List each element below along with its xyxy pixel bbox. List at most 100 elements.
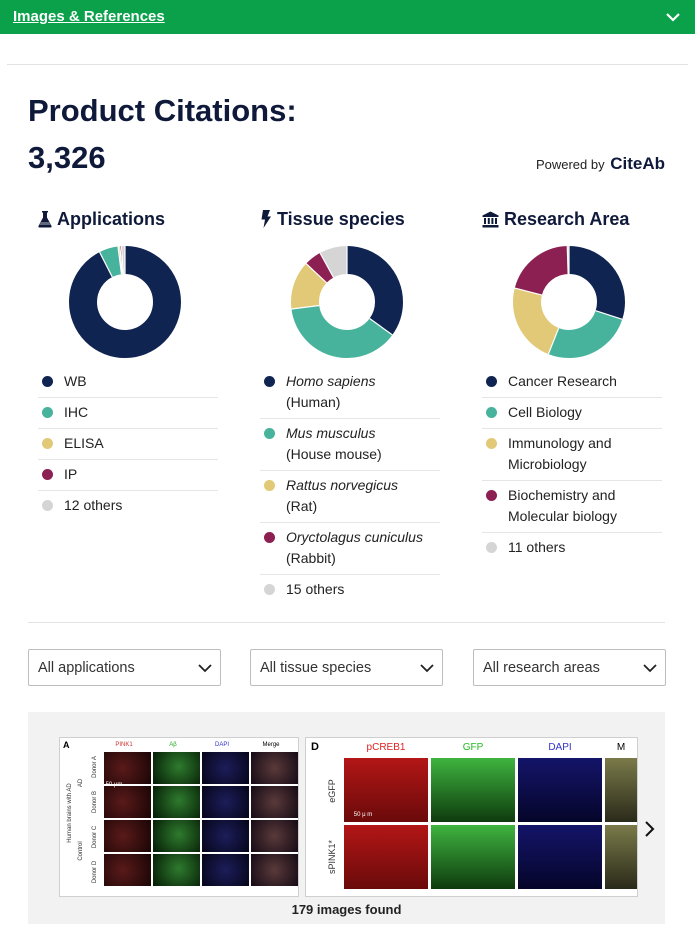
scale-bar-label: 50 μ m — [353, 812, 373, 818]
applications-filter-select[interactable]: All applications — [28, 649, 221, 686]
legend-item-biochemistry[interactable]: Biochemistry and Molecular biology — [482, 481, 662, 533]
micrograph-cell — [202, 854, 249, 886]
research-area-heading-text: Research Area — [504, 208, 630, 229]
legend-common-name: (Rabbit) — [286, 550, 336, 566]
legend-common-name: (Rat) — [286, 498, 318, 514]
panel-letter: D — [311, 741, 319, 753]
panel-row-label: Donor A — [92, 756, 98, 778]
legend-label: 12 others — [64, 497, 123, 513]
legend-line: Microbiology — [508, 456, 587, 472]
legend-label: Homo sapiens (Human) — [286, 371, 376, 413]
legend-common-name: (Human) — [286, 394, 341, 410]
tissue-species-filter-select[interactable]: All tissue species — [250, 649, 443, 686]
legend-dot — [42, 376, 53, 387]
image-gallery: A PINK1 Aβ DAPI Merge Human brains with … — [28, 712, 665, 924]
legend-item-ihc[interactable]: IHC — [38, 398, 218, 429]
legend-item-others[interactable]: 12 others — [38, 491, 218, 521]
legend-latin-name: Homo sapiens — [286, 373, 376, 389]
legend-item-rabbit[interactable]: Oryctolagus cuniculus (Rabbit) — [260, 523, 440, 575]
images-references-link[interactable]: Images & References — [13, 8, 165, 25]
micrograph-cell — [104, 820, 151, 852]
legend-item-wb[interactable]: WB — [38, 367, 218, 398]
citation-count: 3,326 — [28, 140, 106, 175]
legend-item-rat[interactable]: Rattus norvegicus (Rat) — [260, 471, 440, 523]
legend-label: Cell Biology — [508, 404, 582, 420]
panel-row-label: Donor C — [92, 825, 98, 849]
chevron-down-icon — [643, 664, 657, 673]
micrograph-cell — [153, 854, 200, 886]
powered-by: Powered by CiteAb — [536, 154, 665, 174]
legend-label: Cancer Research — [508, 373, 617, 389]
legend-latin-name: Rattus norvegicus — [286, 477, 399, 493]
micrograph-cell — [344, 758, 428, 822]
legend-item-cell-biology[interactable]: Cell Biology — [482, 398, 662, 429]
chevron-down-icon — [198, 664, 212, 673]
tissue-species-separator — [319, 252, 335, 278]
applications-donut-chart — [69, 246, 181, 358]
research-area-slice-2 — [513, 246, 625, 358]
legend-item-mouse[interactable]: Mus musculus (House mouse) — [260, 419, 440, 471]
panel-letter: A — [63, 740, 70, 750]
legend-dot — [486, 438, 497, 449]
research-area-separator — [514, 287, 543, 296]
gallery-image-d[interactable]: D pCREB1 GFP DAPI M eGFP sPINK1* 50 μ m — [305, 737, 638, 897]
applications-heading-text: Applications — [57, 208, 166, 229]
legend-line: Biochemistry and — [508, 487, 616, 503]
panel-row-label: eGFP — [327, 779, 337, 803]
images-found-count: 179 images found — [291, 902, 402, 917]
micrograph-cell — [104, 752, 151, 784]
tissue-species-section: Tissue species Homo sapiens (Human) Mus m… — [260, 206, 440, 597]
panel-column-label: Aβ — [169, 742, 177, 748]
panel-column-label: M — [616, 742, 626, 753]
research-area-separator — [595, 310, 623, 320]
legend-line: Immunology and — [508, 435, 612, 451]
legend-item-human[interactable]: Homo sapiens (Human) — [260, 367, 440, 419]
legend-item-immunology[interactable]: Immunology and Microbiology — [482, 429, 662, 481]
legend-dot — [42, 500, 53, 511]
chevron-right-icon[interactable] — [643, 820, 655, 838]
legend-item-others[interactable]: 11 others — [482, 533, 662, 563]
panel-side-label: Human brains with AD — [67, 783, 73, 843]
page-title: Product Citations: — [28, 93, 297, 128]
research-area-section: Research Area Cancer Research Cell Biolo… — [482, 206, 662, 555]
applications-separator — [119, 246, 123, 275]
panel-row-label: Donor B — [92, 791, 98, 814]
panel-column-label: GFP — [462, 742, 484, 753]
applications-separator — [117, 246, 123, 275]
select-value: All applications — [38, 660, 135, 676]
institution-icon — [482, 211, 499, 227]
micrograph-cell — [104, 854, 151, 886]
panel-column-label: DAPI — [214, 742, 229, 748]
gallery-image-a[interactable]: A PINK1 Aβ DAPI Merge Human brains with … — [59, 737, 299, 897]
select-value: All tissue species — [260, 660, 372, 676]
tissue-species-separator — [291, 304, 320, 310]
legend-label: Mus musculus (House mouse) — [286, 423, 382, 465]
legend-label: IP — [64, 466, 78, 482]
legend-dot — [486, 490, 497, 501]
panel-group-label: Control — [78, 841, 84, 861]
legend-item-others[interactable]: 15 others — [260, 575, 440, 605]
micrograph-cell — [251, 854, 298, 886]
research-areas-filter-select[interactable]: All research areas — [473, 649, 666, 686]
micrograph-cell — [153, 786, 200, 818]
research-area-legend: Cancer Research Cell Biology Immunology … — [482, 367, 662, 563]
applications-legend: WB IHC ELISA IP 12 others — [38, 367, 218, 521]
legend-label: IHC — [64, 404, 89, 420]
images-references-bar[interactable]: Images & References — [0, 0, 695, 34]
applications-heading: Applications — [38, 206, 218, 232]
citeab-logo[interactable]: CiteAb — [610, 154, 665, 173]
divider — [7, 64, 688, 65]
micrograph-cell — [518, 825, 602, 889]
legend-item-ip[interactable]: IP — [38, 460, 218, 491]
legend-dot — [486, 376, 497, 387]
research-area-separator — [547, 327, 560, 355]
divider — [28, 622, 665, 623]
legend-item-elisa[interactable]: ELISA — [38, 429, 218, 460]
chevron-down-icon[interactable] — [665, 9, 681, 25]
legend-dot — [264, 532, 275, 543]
legend-latin-name: Mus musculus — [286, 425, 376, 441]
legend-item-cancer-research[interactable]: Cancer Research — [482, 367, 662, 398]
applications-separator — [99, 251, 113, 278]
micrograph-cell — [202, 786, 249, 818]
legend-dot — [42, 407, 53, 418]
